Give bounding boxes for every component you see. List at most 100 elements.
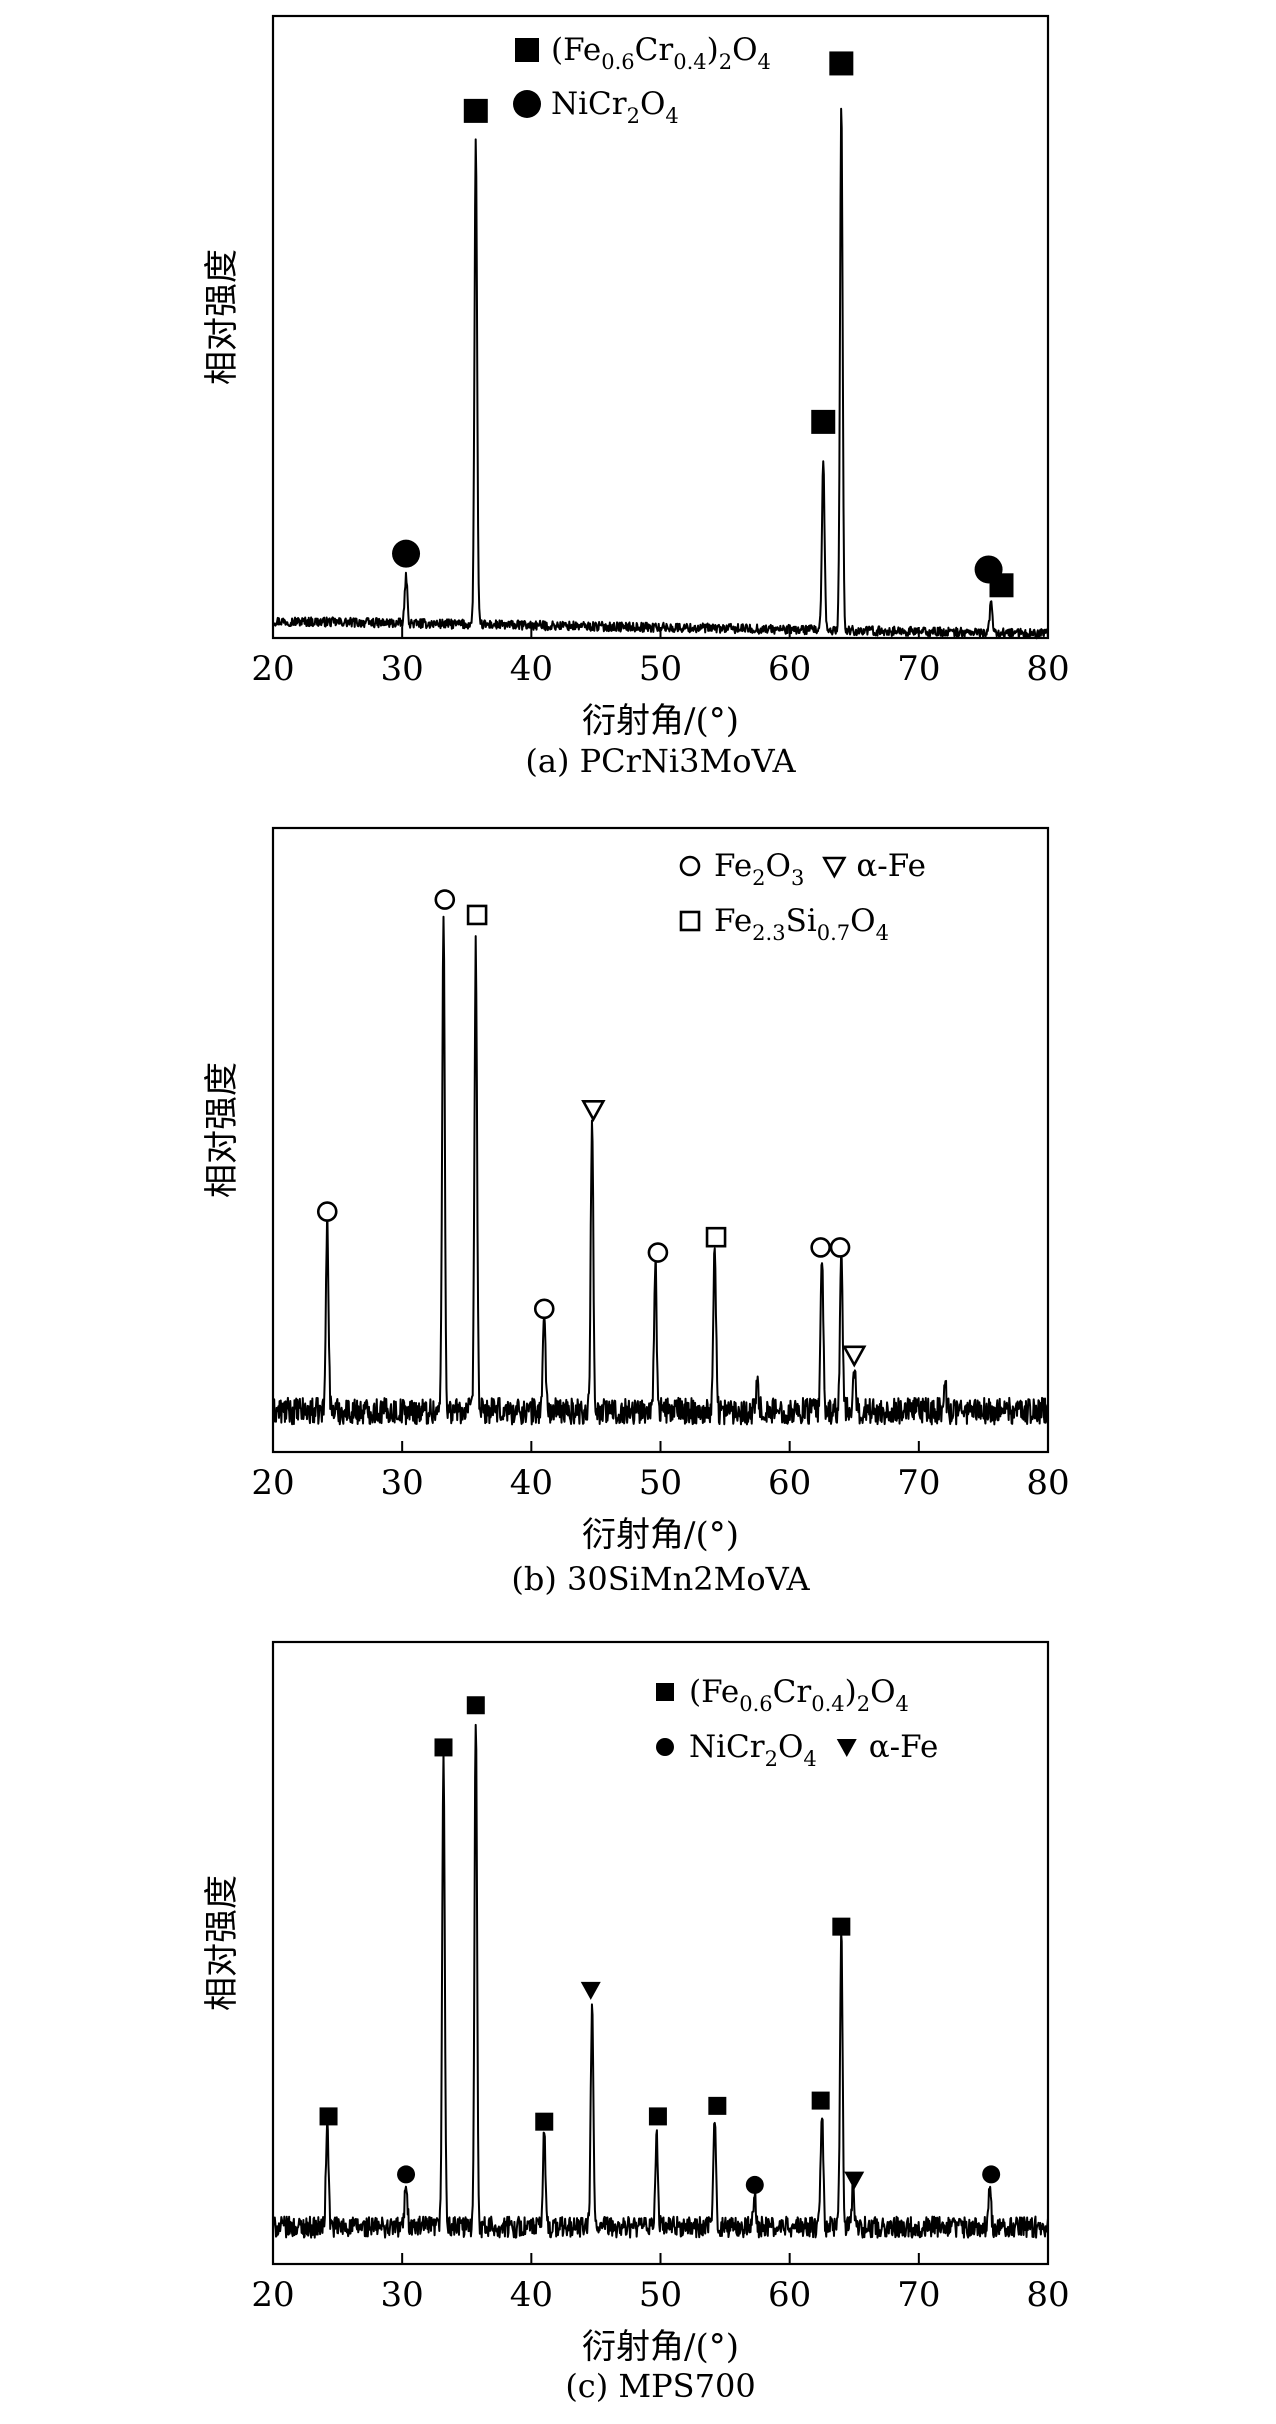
x-tick-label: 50: [639, 649, 682, 689]
x-tick-label: 80: [1026, 2275, 1069, 2315]
peak-marker: [319, 2107, 338, 2126]
legend-label-part: Cr: [635, 32, 674, 68]
peak-marker: [535, 2112, 554, 2131]
x-tick-label: 30: [381, 649, 424, 689]
x-tick-label: 50: [639, 2275, 682, 2315]
legend-label: NiCr2O4: [551, 86, 679, 128]
peak-marker: [533, 1298, 555, 1320]
x-tick-label: 20: [251, 2275, 294, 2315]
x-tick-label: 40: [510, 1463, 553, 1503]
legend-symbol: [515, 38, 539, 62]
legend-label-part: 0.4: [673, 50, 706, 74]
x-tick-label: 70: [897, 2275, 940, 2315]
legend-label-part: 4: [758, 50, 771, 74]
legend-label-part: 3: [791, 866, 804, 890]
x-tick-label: 50: [639, 1463, 682, 1503]
x-tick-label: 80: [1026, 649, 1069, 689]
legend-label: Fe2O3: [714, 848, 804, 890]
legend-symbol: [822, 856, 847, 879]
peak-marker: [829, 1237, 851, 1258]
peak-marker: [466, 904, 488, 926]
legend-label-part: (Fe: [689, 1674, 739, 1710]
legend-label-part: O: [850, 903, 875, 939]
xrd-panel-1: 20 30 40 50 60 70 80 衍射角/(°) 相对强度 (a) PCrNi3MoVA (…: [202, 14, 1070, 780]
legend-label-part: O: [640, 86, 665, 122]
peak-marker: [434, 1738, 453, 1757]
panel-caption: (b) 30SiMn2MoVA: [511, 1560, 810, 1598]
diffraction-trace: [272, 1723, 1049, 2239]
x-tick-label: 30: [381, 1463, 424, 1503]
legend-label: (Fe0.6Cr0.4)2O4: [551, 32, 771, 74]
legend-label-part: 2: [752, 866, 765, 890]
legend-label-part: α-Fe: [856, 848, 926, 884]
legend-label-part: 4: [896, 1692, 909, 1716]
peak-marker: [982, 2165, 1001, 2184]
legend-label-part: O: [778, 1729, 803, 1765]
x-tick-label: 80: [1026, 1463, 1069, 1503]
legend-label-part: NiCr: [689, 1729, 765, 1765]
peak-marker: [434, 889, 456, 910]
peak-marker: [829, 51, 854, 76]
legend-symbol: [679, 855, 701, 877]
legend-label: Fe2.3Si0.7O4: [714, 903, 889, 945]
peak-marker: [581, 1100, 606, 1122]
x-tick-label: 20: [251, 649, 294, 689]
peak-marker: [810, 1237, 831, 1258]
legend-label-part: 2.3: [752, 921, 785, 945]
legend-symbol: [679, 910, 701, 932]
peak-marker: [647, 1242, 669, 1263]
x-tick-label: 40: [510, 649, 553, 689]
legend-label: NiCr2O4: [689, 1729, 817, 1771]
legend-symbol: [836, 1739, 857, 1757]
legend-label-part: Cr: [773, 1674, 812, 1710]
xrd-panel-2: 20 30 40 50 60 70 80 衍射角/(°) 相对强度 (b) 30SiMn2MoVA…: [202, 826, 1070, 1598]
legend-label-part: 0.6: [601, 50, 634, 74]
peak-marker: [392, 539, 421, 568]
legend-label-part: 2: [857, 1692, 870, 1716]
peak-marker: [580, 1981, 601, 2000]
peak-marker: [844, 2171, 865, 2190]
diffraction-trace: [272, 915, 1049, 1426]
legend-symbol: [513, 90, 541, 118]
x-tick-label: 20: [251, 1463, 294, 1503]
peak-marker: [989, 573, 1014, 598]
legend-label-part: NiCr: [551, 86, 627, 122]
legend-label-part: O: [870, 1674, 895, 1710]
plot-frame: [271, 826, 1050, 1454]
x-axis-title: 衍射角/(°): [582, 701, 739, 741]
legend-label-part: Si: [786, 903, 817, 939]
y-axis-title: 相对强度: [202, 1875, 242, 2011]
legend-label-part: 2: [765, 1747, 778, 1771]
x-tick-label: 60: [768, 1463, 811, 1503]
legend-label-part: Fe: [714, 848, 752, 884]
peak-marker: [463, 98, 488, 123]
legend-label-part: 0.7: [817, 921, 850, 945]
legend-label-part: 2: [719, 50, 732, 74]
legend-label-part: α-Fe: [869, 1729, 939, 1765]
legend-label-part: (Fe: [551, 32, 601, 68]
legend-symbol: [656, 1683, 674, 1701]
legend-label-part: 4: [876, 921, 889, 945]
peak-marker: [705, 1226, 727, 1248]
peak-marker: [397, 2165, 416, 2184]
y-axis-title: 相对强度: [202, 1062, 242, 1198]
legend-label-part: 4: [803, 1747, 816, 1771]
legend-label-part: ): [707, 32, 719, 68]
x-tick-label: 60: [768, 2275, 811, 2315]
peak-marker: [466, 1696, 485, 1715]
legend-label-part: 2: [627, 104, 640, 128]
legend-label-part: 0.4: [811, 1692, 844, 1716]
peak-marker: [316, 1201, 338, 1222]
legend-label: α-Fe: [856, 848, 926, 884]
peak-marker: [745, 2175, 764, 2194]
legend-label: α-Fe: [869, 1729, 939, 1765]
peak-marker: [648, 2107, 667, 2126]
legend-label-part: Fe: [714, 903, 752, 939]
legend-label-part: 0.6: [739, 1692, 772, 1716]
legend-label-part: O: [732, 32, 757, 68]
legend-label: (Fe0.6Cr0.4)2O4: [689, 1674, 909, 1716]
diffraction-trace: [272, 107, 1049, 640]
x-axis-title: 衍射角/(°): [582, 1515, 739, 1555]
